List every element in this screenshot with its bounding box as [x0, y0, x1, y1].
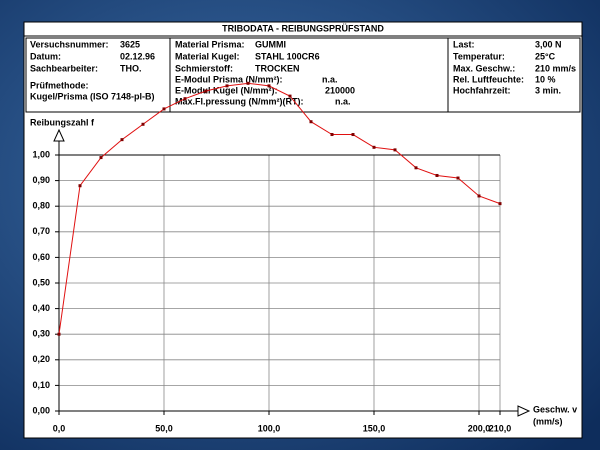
- data-point: [99, 156, 103, 160]
- data-point: [309, 120, 313, 124]
- data-point: [351, 133, 355, 137]
- y-axis-label: Reibungszahl f: [30, 117, 95, 127]
- info-value: Kugel/Prisma (ISO 7148-pl-B): [30, 91, 155, 101]
- data-point: [414, 166, 418, 170]
- info-label: E-Modul Prisma (N/mm²):: [175, 74, 283, 84]
- info-value: THO.: [120, 63, 142, 73]
- data-point: [57, 332, 61, 336]
- x-tick-label: 200,0: [468, 423, 491, 433]
- info-value: 210 mm/s: [535, 63, 576, 73]
- info-value: 3625: [120, 39, 140, 49]
- x-tick-label: 0,0: [53, 423, 66, 433]
- x-axis-label: Geschw. v: [533, 404, 577, 414]
- y-tick-label: 0,90: [32, 175, 50, 185]
- y-tick-label: 0,00: [32, 405, 50, 415]
- y-tick-label: 0,70: [32, 226, 50, 236]
- info-label: Temperatur:: [453, 51, 505, 61]
- data-point: [477, 194, 481, 198]
- report-title: TRIBODATA - REIBUNGSPRÜFSTAND: [222, 23, 384, 33]
- data-point: [330, 133, 334, 137]
- data-point: [288, 94, 292, 98]
- data-point: [393, 148, 397, 152]
- data-point: [372, 145, 376, 149]
- y-tick-label: 0,10: [32, 380, 50, 390]
- data-point: [120, 138, 124, 142]
- x-tick-label: 150,0: [363, 423, 386, 433]
- x-tick-label: 100,0: [258, 423, 281, 433]
- info-value: n.a.: [322, 74, 338, 84]
- info-value: 25°C: [535, 51, 556, 61]
- info-value: 210000: [325, 85, 355, 95]
- info-label: Hochfahrzeit:: [453, 85, 511, 95]
- info-label: Versuchsnummer:: [30, 39, 109, 49]
- data-point: [435, 173, 439, 177]
- data-point: [456, 176, 460, 180]
- x-tick-label: 210,0: [489, 423, 512, 433]
- info-value: 02.12.96: [120, 51, 155, 61]
- info-value: GUMMI: [255, 39, 286, 49]
- y-tick-label: 0,60: [32, 252, 50, 262]
- data-point: [204, 89, 208, 93]
- info-value: 10 %: [535, 74, 556, 84]
- info-label: Max.Fl.pressung (N/mm²)(RT):: [175, 96, 304, 106]
- info-label: Material Kugel:: [175, 51, 240, 61]
- y-tick-label: 0,50: [32, 277, 50, 287]
- data-point: [141, 122, 145, 126]
- info-value: n.a.: [335, 96, 351, 106]
- data-point: [225, 84, 229, 88]
- info-label: Prüfmethode:: [30, 80, 89, 90]
- x-tick-label: 50,0: [155, 423, 173, 433]
- data-point: [183, 97, 187, 101]
- info-label: Rel. Luftfeuchte:: [453, 74, 524, 84]
- data-point: [267, 84, 271, 88]
- y-tick-label: 1,00: [32, 149, 50, 159]
- y-axis-arrow: [53, 128, 65, 142]
- info-label: Max. Geschw.:: [453, 63, 515, 73]
- info-value: 3,00 N: [535, 39, 562, 49]
- info-value: STAHL 100CR6: [255, 51, 320, 61]
- data-point: [78, 184, 82, 188]
- y-tick-label: 0,80: [32, 201, 50, 211]
- y-tick-label: 0,40: [32, 303, 50, 313]
- info-label: Last:: [453, 39, 475, 49]
- data-point: [246, 81, 250, 85]
- info-label: Sachbearbeiter:: [30, 63, 98, 73]
- info-value: TROCKEN: [255, 63, 300, 73]
- y-tick-label: 0,20: [32, 354, 50, 364]
- data-point: [162, 107, 166, 111]
- info-label: E-Modul Kugel (N/mm²):: [175, 85, 278, 95]
- info-label: Schmierstoff:: [175, 63, 233, 73]
- info-label: Material Prisma:: [175, 39, 245, 49]
- data-line: [58, 82, 501, 335]
- info-value: 3 min.: [535, 85, 561, 95]
- x-axis-arrow: [517, 405, 531, 417]
- info-label: Datum:: [30, 51, 61, 61]
- x-axis-label: (mm/s): [533, 416, 563, 426]
- data-point: [498, 202, 502, 206]
- y-tick-label: 0,30: [32, 329, 50, 339]
